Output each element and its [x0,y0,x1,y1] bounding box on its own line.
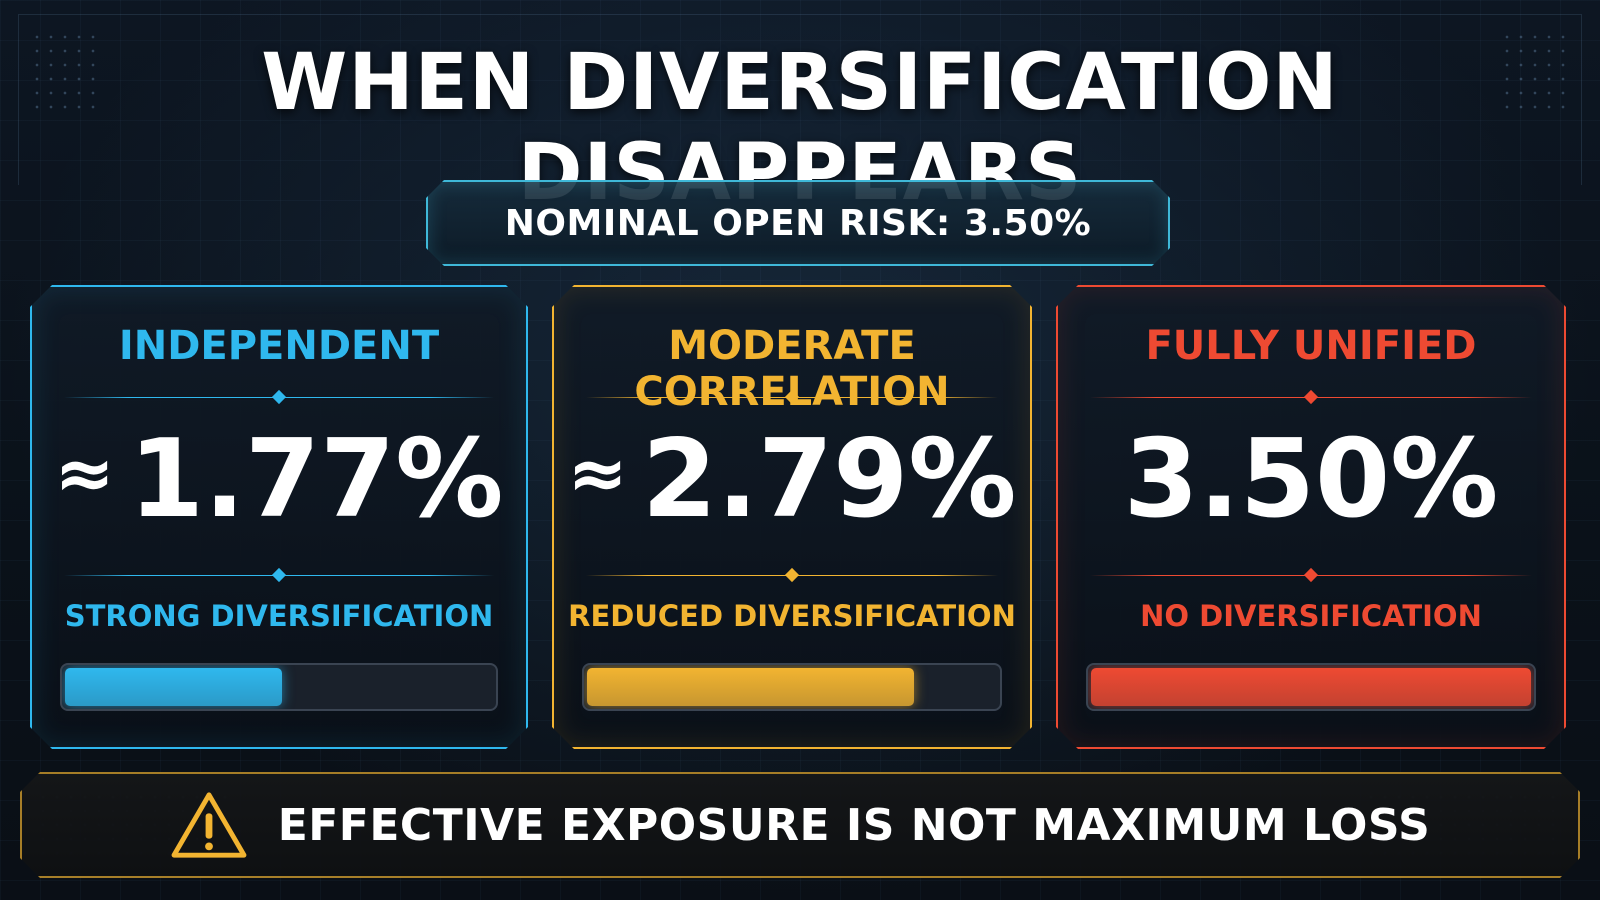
card-subtitle: STRONG DIVERSIFICATION [64,599,494,633]
exposure-bar-fill [1091,668,1531,706]
card-divider-bottom [1090,575,1532,576]
card-divider-bottom [586,575,998,576]
card-title: FULLY UNIFIED [1145,323,1477,369]
card-subtitle: REDUCED DIVERSIFICATION [568,599,1016,633]
card-divider-bottom [64,575,494,576]
nominal-risk-banner: NOMINAL OPEN RISK: 3.50% [426,180,1170,266]
card-value-number: 1.77% [128,417,504,542]
dot-pattern-top-left [30,30,100,114]
exposure-bar-fill [587,668,914,706]
warning-banner: EFFECTIVE EXPOSURE IS NOT MAXIMUM LOSS [20,772,1580,878]
card-title: INDEPENDENT [118,323,440,369]
exposure-bar-fill [65,668,282,706]
divider-diamond-icon [1304,568,1318,582]
exposure-bar [582,663,1002,711]
card-moderate-correlation: MODERATE CORRELATION ≈2.79% REDUCED DIVE… [552,285,1032,749]
approx-symbol: ≈ [54,431,115,515]
card-divider-top [1090,397,1532,398]
exposure-bar [60,663,498,711]
divider-diamond-icon [785,568,799,582]
divider-diamond-icon [272,568,286,582]
card-independent: INDEPENDENT ≈1.77% STRONG DIVERSIFICATIO… [30,285,528,749]
card-divider-top [586,397,998,398]
card-value: 3.50% [1058,417,1564,542]
divider-diamond-icon [272,390,286,404]
exposure-bar [1086,663,1536,711]
warning-text: EFFECTIVE EXPOSURE IS NOT MAXIMUM LOSS [277,799,1431,851]
card-value: ≈1.77% [32,417,526,542]
approx-symbol: ≈ [567,431,628,515]
frame-outline [18,14,1582,185]
card-value-number: 3.50% [1123,417,1499,542]
card-subtitle: NO DIVERSIFICATION [1140,599,1482,633]
divider-diamond-icon [1304,390,1318,404]
card-value: ≈2.79% [554,417,1030,542]
card-divider-top [64,397,494,398]
dot-pattern-top-right [1500,30,1570,114]
card-fully-unified: FULLY UNIFIED 3.50% NO DIVERSIFICATION [1056,285,1566,749]
nominal-risk-label: NOMINAL OPEN RISK: 3.50% [504,202,1092,244]
card-value-number: 2.79% [641,417,1017,542]
warning-triangle-icon [170,790,248,860]
